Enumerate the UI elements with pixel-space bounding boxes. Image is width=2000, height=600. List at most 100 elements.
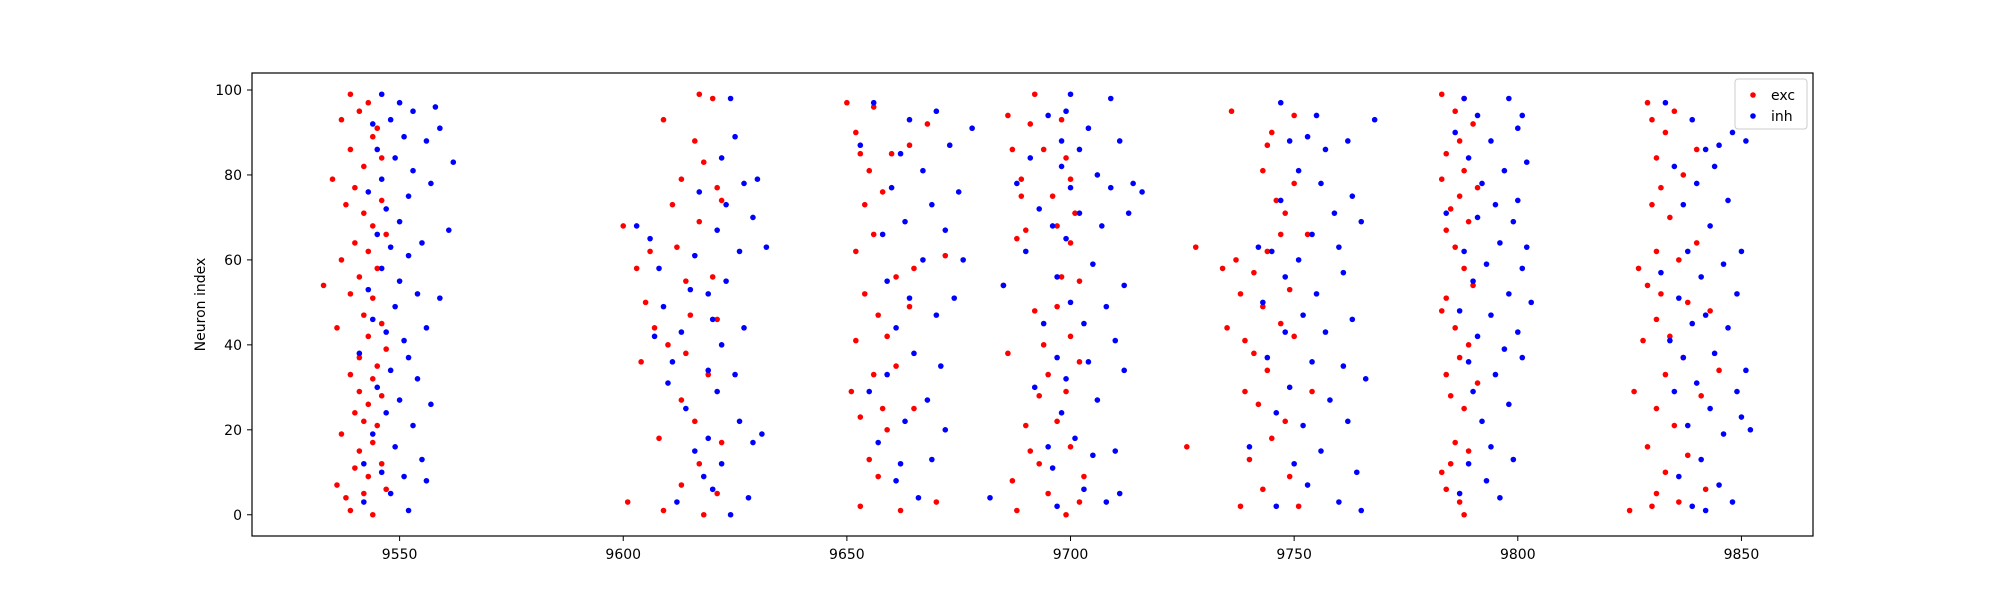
point-exc-189 [1304,231,1311,238]
y-tick-label: 80 [224,168,242,184]
point-inh-241 [1492,371,1499,378]
point-exc-243 [1667,214,1673,221]
point-exc-181 [1282,210,1289,216]
point-inh-43 [423,138,430,144]
point-inh-54 [647,235,653,242]
point-exc-112 [911,265,917,272]
point-inh-93 [763,244,770,250]
point-exc-79 [709,274,716,280]
point-inh-121 [942,427,949,433]
point-exc-39 [374,125,381,132]
point-inh-283 [1711,163,1718,170]
point-exc-113 [911,405,917,412]
point-inh-233 [1479,180,1485,187]
point-inh-49 [437,125,443,132]
point-exc-3 [334,325,340,331]
point-inh-105 [897,460,904,467]
point-inh-118 [933,312,940,318]
point-inh-22 [392,155,398,161]
point-exc-144 [1063,155,1069,161]
point-inh-111 [915,494,922,501]
point-inh-226 [1465,359,1472,365]
point-inh-278 [1702,146,1709,153]
point-inh-156 [1085,125,1092,132]
point-exc-239 [1658,291,1664,297]
point-inh-171 [1121,282,1127,289]
point-inh-0 [356,350,363,357]
point-inh-188 [1286,384,1293,391]
point-exc-161 [1233,257,1239,263]
point-inh-239 [1488,444,1494,450]
point-inh-131 [1027,155,1034,161]
point-exc-244 [1667,333,1673,340]
point-inh-263 [1671,163,1678,170]
point-exc-208 [1456,193,1463,199]
point-inh-103 [893,477,899,484]
point-exc-209 [1456,354,1463,361]
point-exc-200 [1447,206,1454,212]
point-inh-24 [392,444,398,450]
x-axis: 9550 9600 9650 9700 9750 9800 9850 [382,536,1759,563]
point-inh-274 [1693,180,1700,187]
legend: exc inh [1734,78,1808,130]
point-inh-284 [1711,350,1718,357]
point-inh-57 [660,303,667,310]
point-inh-5 [369,121,376,127]
point-exc-222 [1474,380,1481,386]
point-exc-5 [338,257,345,263]
point-inh-251 [1515,125,1521,132]
point-inh-259 [1528,299,1535,306]
point-exc-98 [870,231,877,238]
point-exc-220 [1470,282,1476,289]
point-exc-205 [1452,325,1458,331]
point-exc-88 [853,248,859,255]
point-exc-252 [1684,452,1691,459]
point-exc-124 [1018,176,1025,182]
point-inh-116 [929,456,935,463]
point-exc-160 [1228,108,1235,115]
point-exc-197 [1443,295,1450,301]
point-exc-175 [1264,367,1271,374]
point-inh-201 [1318,448,1324,454]
point-inh-273 [1689,503,1696,510]
point-inh-72 [709,486,716,493]
point-exc-245 [1671,108,1678,115]
point-exc-156 [1184,444,1190,450]
point-inh-16 [383,329,389,335]
point-inh-114 [924,397,931,403]
point-inh-95 [866,388,873,395]
point-inh-200 [1318,180,1324,187]
point-inh-216 [1358,507,1365,514]
point-inh-224 [1461,248,1467,255]
point-inh-130 [1022,248,1029,255]
point-inh-97 [875,439,881,446]
point-exc-12 [347,371,354,378]
point-exc-73 [696,218,703,225]
point-exc-0 [320,282,327,289]
point-exc-133 [1036,460,1043,467]
point-exc-180 [1277,320,1284,327]
point-exc-231 [1649,201,1655,208]
point-exc-190 [1309,388,1315,395]
point-inh-14 [378,469,385,476]
point-exc-134 [1040,146,1047,153]
point-inh-41 [419,240,425,246]
point-exc-151 [1072,210,1078,216]
point-inh-98 [879,231,886,238]
point-inh-11 [378,91,385,98]
point-exc-235 [1653,316,1660,323]
point-exc-162 [1237,291,1244,297]
point-inh-34 [405,354,412,361]
point-exc-101 [875,473,881,480]
point-inh-240 [1492,201,1499,208]
point-exc-95 [866,167,873,174]
point-inh-230 [1474,112,1481,119]
point-inh-242 [1497,240,1503,246]
point-exc-15 [352,240,358,246]
point-exc-196 [1443,227,1450,233]
point-inh-104 [897,150,904,157]
point-inh-197 [1309,359,1315,365]
point-inh-68 [705,291,712,297]
point-exc-170 [1260,167,1266,174]
point-inh-31 [401,473,407,480]
